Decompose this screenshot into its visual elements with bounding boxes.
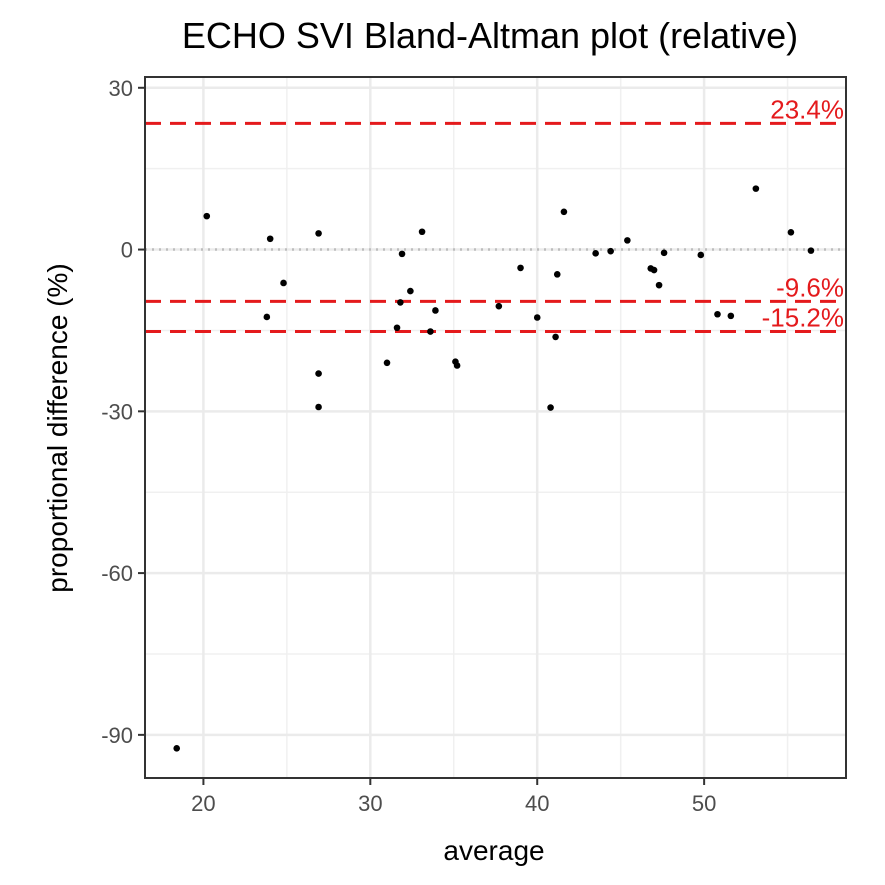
data-point bbox=[315, 370, 322, 377]
data-point bbox=[624, 237, 631, 244]
reference-line-label: 23.4% bbox=[770, 94, 844, 124]
data-point bbox=[266, 235, 274, 243]
data-point bbox=[714, 310, 721, 318]
y-axis-title: proportional difference (%) bbox=[42, 263, 73, 592]
y-axis: 30 0 -30 -60 -90 bbox=[101, 76, 145, 748]
x-axis: 20 30 40 50 bbox=[191, 778, 716, 816]
data-point bbox=[787, 228, 795, 236]
data-point bbox=[315, 403, 322, 411]
data-point bbox=[697, 251, 705, 259]
chart-title: ECHO SVI Bland-Altman plot (relative) bbox=[182, 15, 798, 56]
reference-line-label: -9.6% bbox=[776, 272, 844, 302]
data-point bbox=[398, 250, 406, 258]
data-point bbox=[453, 362, 461, 369]
data-point bbox=[427, 328, 434, 335]
y-tick-label: -30 bbox=[101, 399, 133, 424]
data-point bbox=[280, 279, 287, 287]
data-point bbox=[547, 404, 554, 411]
data-point bbox=[552, 333, 559, 341]
x-tick-label: 20 bbox=[191, 791, 215, 816]
y-tick-label: -90 bbox=[101, 723, 133, 748]
y-tick-label: 0 bbox=[121, 238, 133, 263]
data-point bbox=[173, 745, 181, 752]
y-tick-label: -60 bbox=[101, 561, 133, 586]
data-point bbox=[592, 250, 599, 257]
reference-line-label: -15.2% bbox=[762, 303, 844, 333]
x-tick-label: 40 bbox=[525, 791, 549, 816]
data-point bbox=[650, 266, 658, 274]
data-point bbox=[660, 249, 668, 257]
data-point bbox=[495, 302, 503, 310]
data-point bbox=[407, 287, 414, 295]
data-point bbox=[383, 359, 391, 367]
reference-lines bbox=[145, 121, 846, 334]
data-point bbox=[203, 212, 211, 220]
data-point bbox=[263, 313, 271, 321]
data-points bbox=[173, 185, 815, 752]
data-point bbox=[607, 247, 614, 255]
major-gridlines bbox=[145, 77, 846, 778]
data-point bbox=[553, 271, 561, 278]
data-point bbox=[397, 299, 404, 306]
data-point bbox=[727, 312, 735, 320]
reference-labels: 23.4% -9.6%-15.2% bbox=[762, 94, 844, 332]
data-point bbox=[752, 185, 760, 192]
data-point bbox=[533, 314, 541, 321]
minor-gridlines bbox=[145, 77, 846, 778]
y-tick-label: 30 bbox=[109, 76, 133, 101]
data-point bbox=[517, 264, 524, 272]
x-tick-label: 30 bbox=[358, 791, 382, 816]
data-point bbox=[418, 228, 426, 236]
data-point bbox=[315, 230, 322, 237]
data-point bbox=[393, 324, 401, 332]
x-axis-title: average bbox=[443, 835, 544, 866]
data-point bbox=[432, 307, 439, 314]
x-tick-label: 50 bbox=[692, 791, 716, 816]
data-point bbox=[560, 208, 568, 216]
plot-panel-border bbox=[144, 76, 847, 779]
data-point bbox=[807, 247, 815, 254]
data-point bbox=[655, 281, 663, 289]
